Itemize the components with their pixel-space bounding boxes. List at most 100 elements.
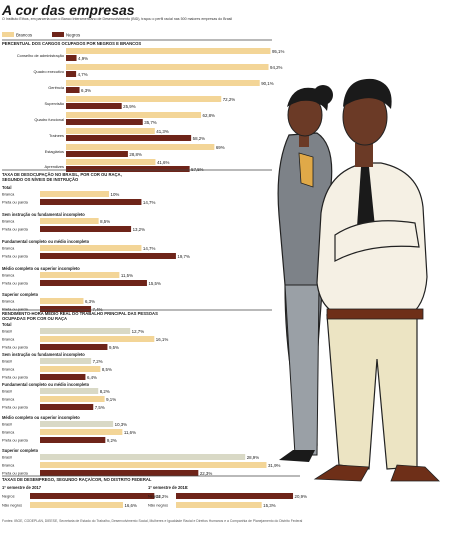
category-label: Quadro executivo xyxy=(34,69,65,74)
value-label: 14,7% xyxy=(143,246,156,251)
bar-negros xyxy=(66,135,192,141)
value-label: 15,5% xyxy=(148,281,161,286)
bar-negros xyxy=(66,166,190,172)
value-label-negros: 4,7% xyxy=(78,72,88,77)
panel-label: 1º semestre de 2018: xyxy=(148,485,188,490)
chart-title-desemprego-df: TAXAS DE DESEMPREGO, SEGUNDO RAÇA/COR, N… xyxy=(2,477,152,482)
category-label: Quadro funcional xyxy=(34,117,64,122)
group-label: Superior completo xyxy=(2,292,39,297)
illustration-couple xyxy=(277,78,440,482)
category-label: Trainees xyxy=(49,133,64,138)
bar-brasil xyxy=(40,421,114,427)
bar-brancos xyxy=(66,48,271,54)
page-title: A cor das empresas xyxy=(2,2,135,18)
value-label: 22,2% xyxy=(156,494,169,499)
bar-brasil xyxy=(40,454,246,460)
man-figure xyxy=(313,78,440,482)
category-label: Supervisão xyxy=(45,101,64,106)
bar-negros xyxy=(66,71,77,77)
value-label: 9,1% xyxy=(106,397,116,402)
category-label: Gerência xyxy=(48,85,65,90)
chart-title-rendimento: OCUPADAS POR COR OU RAÇA xyxy=(2,316,67,321)
value-label-brancos: 94,2% xyxy=(270,65,283,70)
chart-title-desocupacao: TAXA DE DESOCUPAÇÃO NO BRASIL, POR COR O… xyxy=(2,172,122,177)
bar-branca xyxy=(40,191,109,197)
row-label: Preta ou parda xyxy=(2,345,29,350)
chart-title-cargos: PERCENTUAL DOS CARGOS OCUPADOS POR NEGRO… xyxy=(2,41,141,46)
category-label: Estagiários xyxy=(45,149,64,154)
bar-branca xyxy=(40,462,267,468)
row-label: Preta ou parda xyxy=(2,227,29,232)
row-label: Não negros xyxy=(148,503,168,508)
value-label-negros: 57,5% xyxy=(191,167,204,172)
row-label: Negros xyxy=(148,494,161,499)
category-label: Aprendizes xyxy=(45,164,65,169)
bar-nao-negros xyxy=(176,502,262,508)
group-label: Fundamental completo ou médio incompleto xyxy=(2,239,90,244)
value-label: 7,4% xyxy=(93,307,103,312)
bar-preta-parda xyxy=(40,199,142,205)
row-label: Branca xyxy=(2,337,15,342)
value-label-negros: 4,9% xyxy=(78,56,88,61)
chart-title-desocupacao: SEGUNDO OS NÍVEIS DE INSTRUÇÃO xyxy=(2,177,79,182)
page-subtitle: O Instituto Ethos, em parceria com o Ban… xyxy=(2,17,233,21)
value-label-brancos: 69% xyxy=(216,145,225,150)
value-label: 13,2% xyxy=(133,227,146,232)
row-label: Branca xyxy=(2,192,15,197)
value-label: 10,3% xyxy=(115,422,128,427)
bar-branca xyxy=(40,366,101,372)
bar-branca xyxy=(40,429,123,435)
row-label: Branca xyxy=(2,463,15,468)
row-label: Branca xyxy=(2,430,15,435)
bar-negros xyxy=(30,493,155,499)
row-label: Preta ou parda xyxy=(2,438,29,443)
value-label: 20,9% xyxy=(295,494,308,499)
value-label: 19,7% xyxy=(177,254,190,259)
row-label: Brasil xyxy=(2,455,12,460)
value-label: 7,2% xyxy=(93,359,103,364)
panel-label: 1º semestre de 2017 xyxy=(2,485,42,490)
value-label-negros: 6,3% xyxy=(81,88,91,93)
value-label: 12,7% xyxy=(132,329,145,334)
chart-title-rendimento: RENDIMENTO-HORA MÉDIO REAL DO TRABALHO P… xyxy=(2,311,158,316)
group-label: Médio completo ou superior incompleto xyxy=(2,266,80,271)
value-label: 7,5% xyxy=(95,405,105,410)
bar-preta-parda xyxy=(40,344,108,350)
bar-negros xyxy=(66,103,122,109)
value-label: 28,9% xyxy=(247,455,260,460)
value-label: 9,2% xyxy=(107,438,117,443)
bar-preta-parda xyxy=(40,374,86,380)
row-label: Branca xyxy=(2,367,15,372)
value-label: 16,1% xyxy=(156,337,169,342)
row-label: Branca xyxy=(2,299,15,304)
row-label: Preta ou parda xyxy=(2,200,29,205)
bar-nao-negros xyxy=(30,502,123,508)
group-label: Sem instrução ou fundamental incompleto xyxy=(2,212,85,217)
bar-branca xyxy=(40,218,99,224)
value-label: 16,6% xyxy=(124,503,137,508)
bar-brancos xyxy=(66,80,260,86)
row-label: Preta ou parda xyxy=(2,405,29,410)
group-label: Fundamental completo ou médio incompleto xyxy=(2,382,90,387)
bar-brasil xyxy=(40,328,131,334)
value-label: 15,3% xyxy=(263,503,276,508)
bar-preta-parda xyxy=(40,437,106,443)
value-label: 11,6% xyxy=(124,430,136,435)
bar-negros xyxy=(66,151,128,157)
legend-swatch-negros xyxy=(52,32,64,37)
value-label-brancos: 95,1% xyxy=(272,49,285,54)
bar-preta-parda xyxy=(40,253,176,259)
value-label-brancos: 62,8% xyxy=(203,113,216,118)
value-label: 11,5% xyxy=(121,273,133,278)
row-label: Preta ou parda xyxy=(2,471,29,476)
group-label: Sem instrução ou fundamental incompleto xyxy=(2,352,85,357)
source-note: Fontes: IBGE, CODEPLAN, DIEESE, Secretar… xyxy=(2,519,303,523)
value-label-negros: 58,2% xyxy=(193,136,206,141)
bar-brasil xyxy=(40,358,92,364)
bar-preta-parda xyxy=(40,404,94,410)
row-label: Branca xyxy=(2,219,15,224)
row-label: Preta ou parda xyxy=(2,281,29,286)
bar-branca xyxy=(40,336,155,342)
row-label: Negros xyxy=(2,494,15,499)
bar-negros xyxy=(66,55,77,61)
